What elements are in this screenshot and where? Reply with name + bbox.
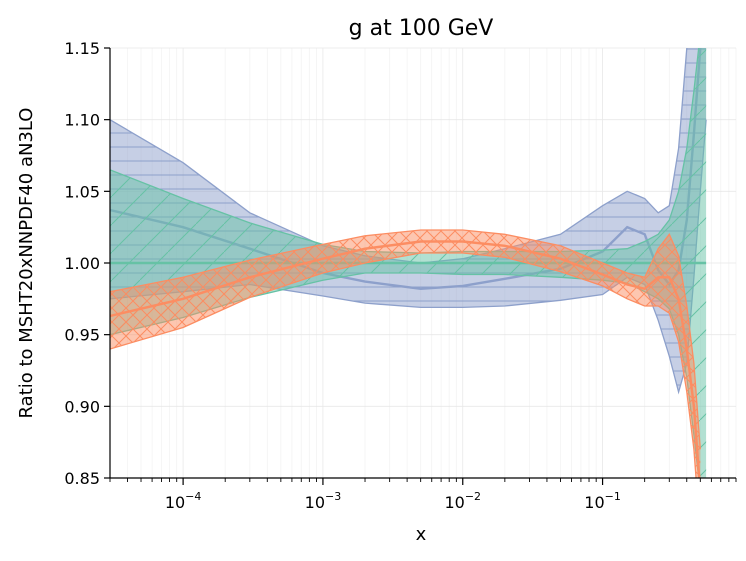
x-axis-label: x (416, 524, 427, 545)
series-2-hatch (110, 230, 701, 478)
y-tick-label: 1.15 (64, 39, 100, 58)
x-tick-label: 10−2 (444, 490, 481, 512)
x-tick-label: 10−1 (584, 490, 621, 512)
y-tick-label: 0.85 (64, 469, 100, 488)
series-0-hatch (110, 48, 707, 392)
chart-title: g at 100 GeV (349, 16, 494, 41)
y-tick-label: 1.10 (64, 111, 100, 130)
series-2-central-line (110, 240, 701, 478)
y-tick-label: 1.05 (64, 182, 100, 201)
series-2-lower-edge (110, 252, 697, 478)
y-axis-label: Ratio to MSHT20xNNPDF40 aN3LO (16, 108, 37, 419)
plot-area (110, 48, 707, 478)
x-tick-label: 10−3 (305, 490, 342, 512)
series-2-upper-edge (110, 229, 701, 450)
y-tick-label: 0.95 (64, 326, 100, 345)
y-axis-ticks: 0.85 0.90 0.95 1.00 1.05 1.10 1.15 (64, 39, 110, 488)
x-tick-label: 10−4 (165, 490, 202, 512)
x-axis-ticks: 10−4 10−3 10−2 10−1 (109, 478, 737, 512)
y-tick-label: 0.90 (64, 397, 100, 416)
y-tick-label: 1.00 (64, 254, 100, 273)
